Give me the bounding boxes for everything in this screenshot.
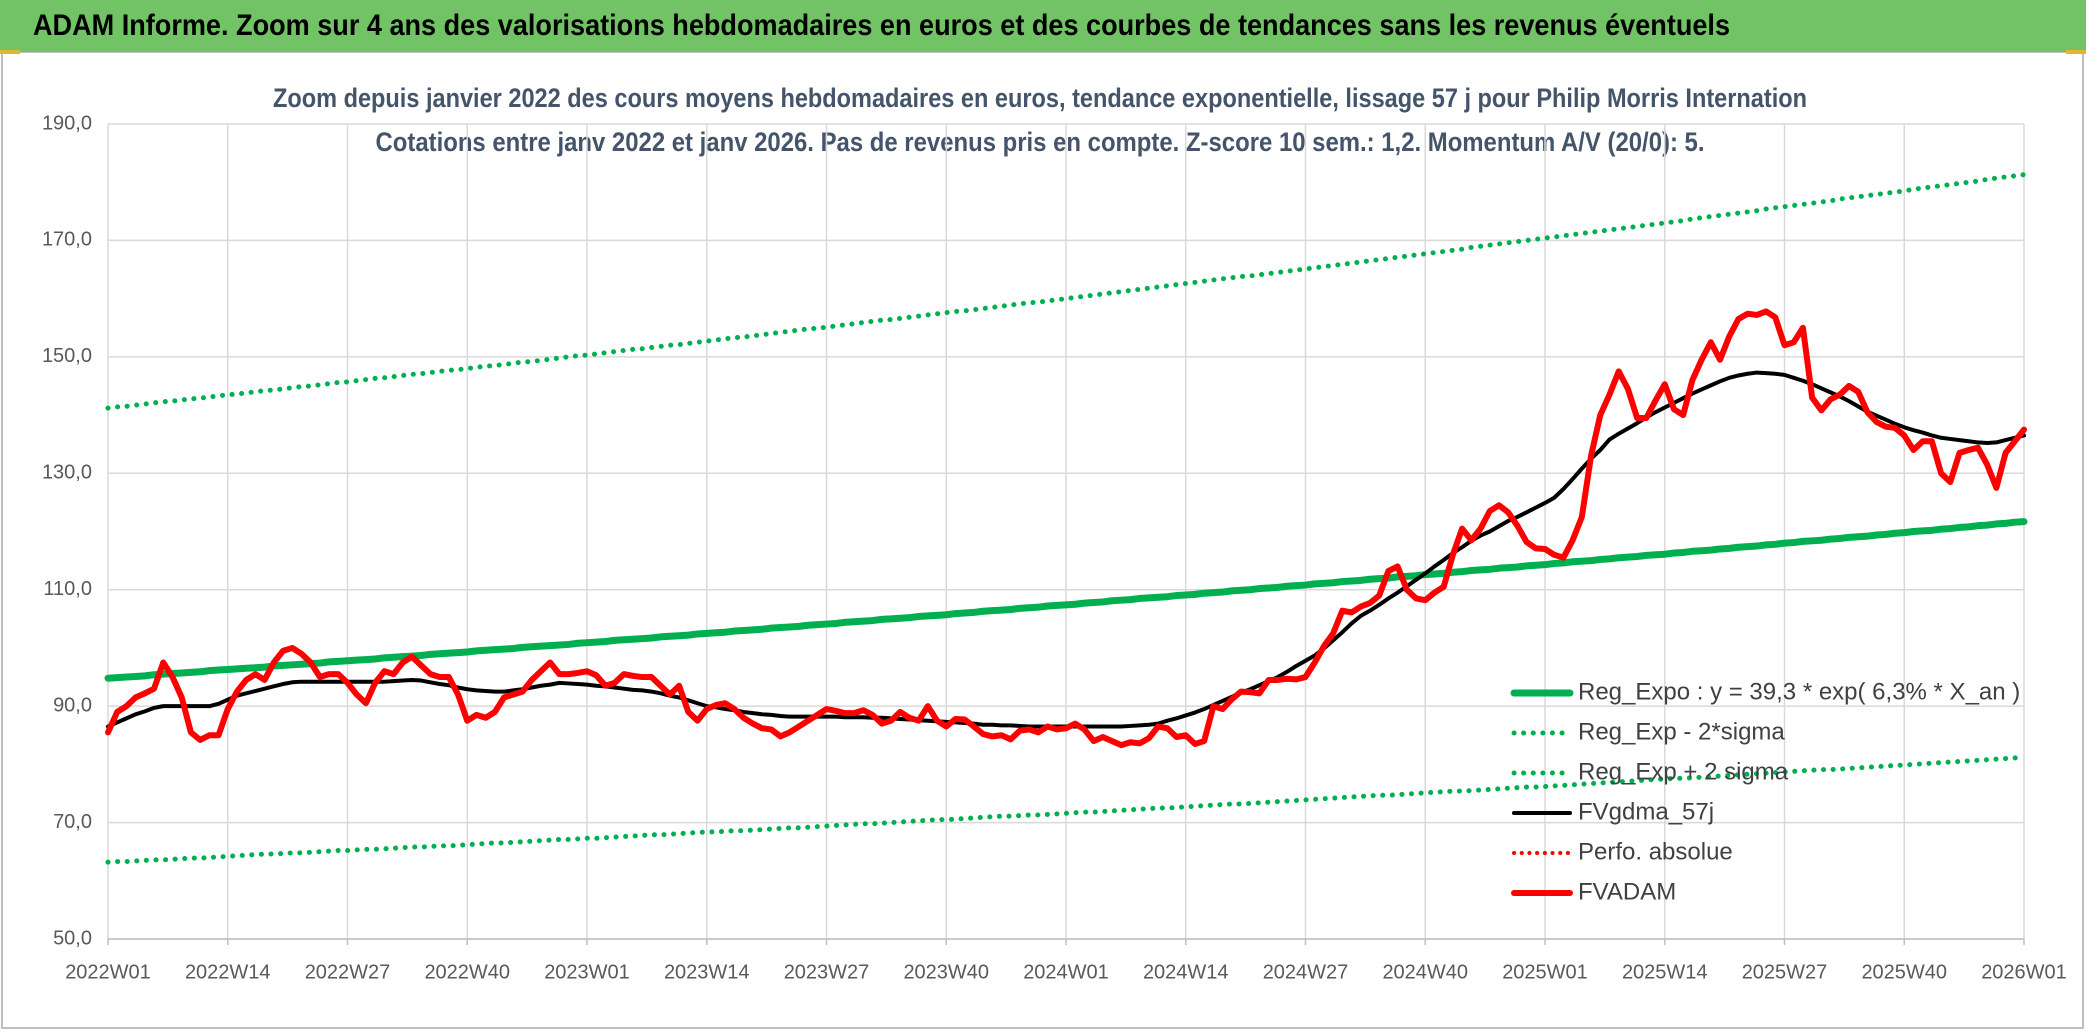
y-tick-label: 90,0	[53, 694, 92, 716]
y-tick-label: 110,0	[43, 578, 92, 600]
x-tick-label: 2024W40	[1382, 961, 1468, 983]
y-tick-label: 50,0	[53, 927, 92, 949]
banner-edge	[0, 50, 20, 54]
legend-label: Reg_Expo : y = 39,3 * exp( 6,3% * X_an )	[1578, 678, 2020, 705]
x-tick-label: 2026W01	[1981, 961, 2067, 983]
x-tick-label: 2022W40	[424, 961, 510, 983]
x-tick-label: 2023W40	[903, 961, 989, 983]
x-tick-label: 2022W27	[305, 961, 391, 983]
y-tick-label: 170,0	[42, 229, 92, 251]
x-tick-label: 2023W27	[784, 961, 870, 983]
x-tick-label: 2023W01	[544, 961, 630, 983]
x-tick-label: 2024W27	[1263, 961, 1349, 983]
chart-title: ADAM Informe. Zoom sur 4 ans des valoris…	[33, 9, 1730, 42]
grid: 50,0 70,0 90,0 110,0 130,0 150,0 170,0 190,0 202…	[42, 112, 2067, 983]
banner-edge	[2066, 50, 2086, 54]
x-tick-label: 2024W01	[1023, 961, 1109, 983]
legend-label: Perfo. absolue	[1578, 838, 1733, 865]
series-line	[105, 308, 2027, 749]
legend-label: FVADAM	[1578, 878, 1676, 905]
legend: Reg_Expo : y = 39,3 * exp( 6,3% * X_an )…	[1510, 678, 2020, 905]
x-tick-label: 2025W27	[1742, 961, 1828, 983]
legend-label: Reg_Exp + 2 sigma	[1578, 758, 1789, 785]
legend-label: FVgdma_57j	[1578, 798, 1714, 825]
chart-subtitle: Zoom depuis janvier 2022 des cours moyen…	[273, 83, 1807, 113]
y-tick-label: 130,0	[42, 462, 92, 484]
plot-area	[104, 172, 2028, 865]
x-tick-label: 2022W14	[185, 961, 271, 983]
x-tick-label: 2024W14	[1143, 961, 1229, 983]
series-line	[104, 518, 2028, 682]
series-line	[105, 754, 2027, 865]
chart-subtitle: Cotations entre janv 2022 et janv 2026. …	[376, 127, 1705, 157]
y-tick-label: 70,0	[53, 811, 92, 833]
x-tick-label: 2023W14	[664, 961, 750, 983]
legend-label: Reg_Exp - 2*sigma	[1578, 718, 1785, 745]
y-tick-label: 150,0	[42, 345, 92, 367]
x-tick-label: 2025W01	[1502, 961, 1588, 983]
y-tick-label: 190,0	[42, 112, 92, 134]
x-tick-label: 2025W40	[1861, 961, 1947, 983]
title-banner	[0, 0, 2086, 52]
x-tick-label: 2022W01	[65, 961, 151, 983]
x-tick-label: 2025W14	[1622, 961, 1708, 983]
